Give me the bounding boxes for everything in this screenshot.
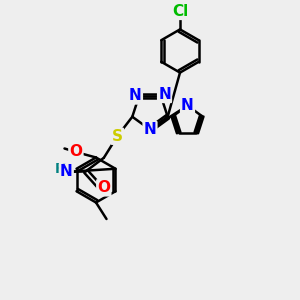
Text: Cl: Cl: [172, 4, 188, 19]
Text: H: H: [55, 162, 67, 176]
Text: O: O: [97, 180, 110, 195]
Text: N: N: [144, 122, 156, 137]
Text: N: N: [60, 164, 73, 179]
Text: N: N: [181, 98, 194, 113]
Text: O: O: [69, 144, 82, 159]
Text: S: S: [112, 129, 123, 144]
Text: N: N: [129, 88, 142, 104]
Text: N: N: [158, 87, 171, 102]
